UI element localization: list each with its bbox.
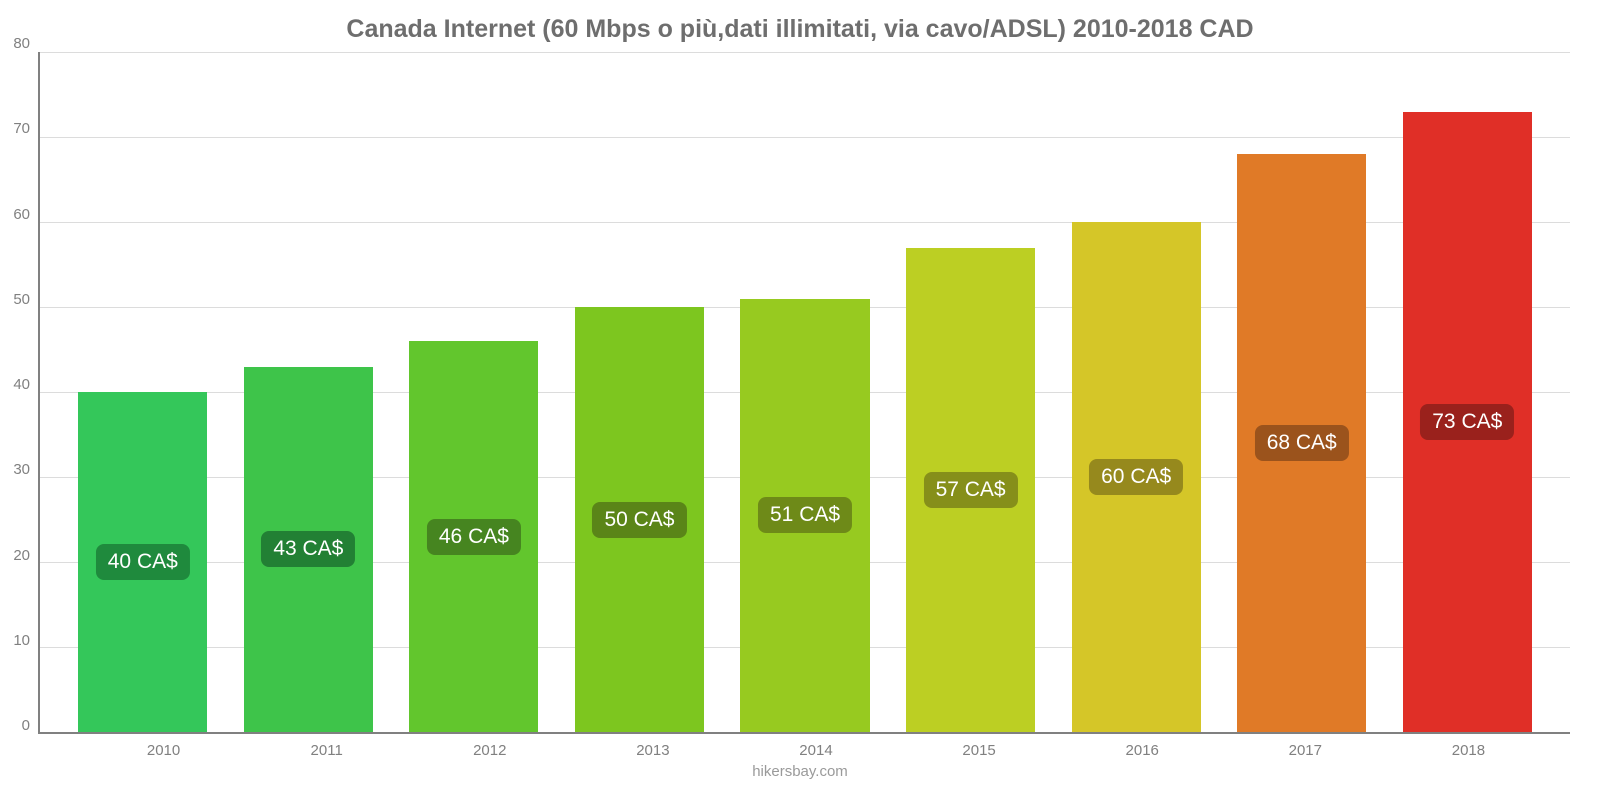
bar-slot: 60 CA$ (1053, 52, 1219, 732)
plot-area: 40 CA$ 43 CA$ 46 CA$ 50 CA$ 51 CA$ 57 CA$ 60 C… (38, 52, 1570, 734)
bar-value-label: 50 CA$ (592, 502, 686, 538)
bar-value-label: 68 CA$ (1255, 425, 1349, 461)
bar-slot: 46 CA$ (391, 52, 557, 732)
x-axis: 201020112012201320142015201620172018 (62, 734, 1570, 759)
bar: 60 CA$ (1072, 222, 1201, 732)
bar-value-label: 57 CA$ (924, 472, 1018, 508)
bar: 50 CA$ (575, 307, 704, 732)
bar-value-label: 43 CA$ (261, 531, 355, 567)
x-tick: 2018 (1387, 742, 1550, 759)
bar-slot: 50 CA$ (557, 52, 723, 732)
x-tick: 2013 (571, 742, 734, 759)
bar-slot: 68 CA$ (1219, 52, 1385, 732)
chart-title: Canada Internet (60 Mbps o più,dati illi… (30, 15, 1570, 44)
x-tick: 2015 (898, 742, 1061, 759)
bar-slot: 40 CA$ (60, 52, 226, 732)
bar-value-label: 60 CA$ (1089, 459, 1183, 495)
chart-footer: hikersbay.com (30, 763, 1570, 780)
bars-container: 40 CA$ 43 CA$ 46 CA$ 50 CA$ 51 CA$ 57 CA$ 60 C… (40, 52, 1570, 732)
bar-slot: 43 CA$ (226, 52, 392, 732)
plot-row: 80706050403020100 40 CA$ 43 CA$ 46 CA$ 50 C… (30, 52, 1570, 734)
bar-value-label: 40 CA$ (96, 544, 190, 580)
chart-container: Canada Internet (60 Mbps o più,dati illi… (0, 0, 1600, 800)
bar: 46 CA$ (409, 341, 538, 732)
bar-value-label: 51 CA$ (758, 497, 852, 533)
x-tick: 2014 (734, 742, 897, 759)
bar-slot: 57 CA$ (888, 52, 1054, 732)
bar-value-label: 46 CA$ (427, 519, 521, 555)
y-axis: 80706050403020100 (30, 52, 38, 734)
bar: 40 CA$ (78, 392, 207, 732)
bar: 43 CA$ (244, 367, 373, 733)
bar-slot: 73 CA$ (1385, 52, 1551, 732)
bar-slot: 51 CA$ (722, 52, 888, 732)
x-tick: 2010 (82, 742, 245, 759)
bar: 57 CA$ (906, 248, 1035, 733)
bar: 73 CA$ (1403, 112, 1532, 733)
bar: 51 CA$ (740, 299, 869, 733)
x-tick: 2016 (1061, 742, 1224, 759)
x-tick: 2017 (1224, 742, 1387, 759)
x-tick: 2011 (245, 742, 408, 759)
bar-value-label: 73 CA$ (1420, 404, 1514, 440)
x-tick: 2012 (408, 742, 571, 759)
bar: 68 CA$ (1237, 154, 1366, 732)
